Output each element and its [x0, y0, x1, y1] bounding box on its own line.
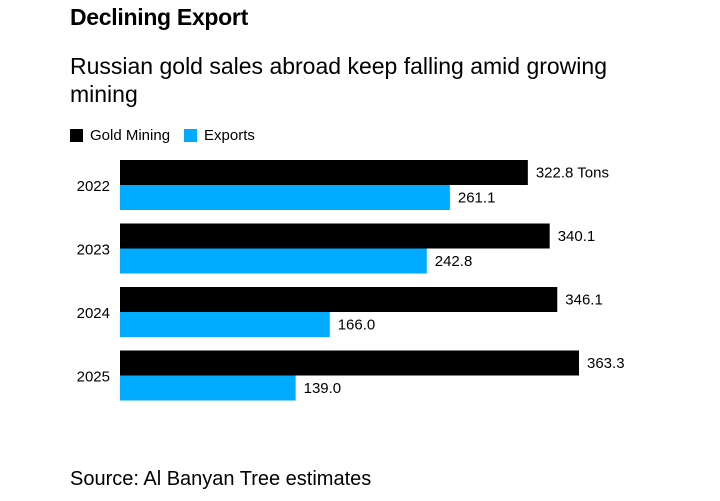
legend-label-gold-mining: Gold Mining: [90, 127, 171, 144]
bar-gold-mining-2025: [120, 350, 579, 376]
legend-label-exports: Exports: [204, 127, 255, 144]
legend-swatch-gold-mining: [70, 129, 83, 142]
bar-exports-2023: [120, 248, 427, 274]
category-label-2024: 2024: [77, 305, 110, 322]
data-label-gold-mining-2025: 363.3: [587, 355, 625, 372]
category-label-2022: 2022: [77, 178, 110, 195]
source-note: Source: Al Banyan Tree estimates: [70, 468, 372, 490]
chart-title: Declining Export: [70, 4, 248, 30]
data-label-gold-mining-2022: 322.8 Tons: [536, 165, 609, 182]
data-label-exports-2023: 242.8: [435, 253, 473, 270]
legend-swatch-exports: [184, 129, 198, 142]
data-label-gold-mining-2024: 346.1: [565, 292, 603, 309]
category-label-2025: 2025: [77, 369, 110, 386]
data-label-exports-2022: 261.1: [458, 190, 496, 207]
data-label-exports-2024: 166.0: [338, 317, 376, 334]
bar-gold-mining-2023: [120, 223, 550, 249]
bar-exports-2025: [120, 375, 296, 401]
bar-gold-mining-2022: [120, 160, 528, 185]
chart-subtitle: Russian gold sales abroad keep falling a…: [70, 53, 607, 107]
legend-item-gold-mining: Gold Mining: [70, 127, 170, 144]
data-label-gold-mining-2023: 340.1: [558, 228, 596, 245]
bar-exports-2024: [120, 312, 330, 337]
legend-item-exports: Exports: [184, 127, 255, 144]
bar-exports-2022: [120, 185, 450, 210]
data-label-exports-2025: 139.0: [304, 380, 342, 397]
legend: Gold Mining Exports: [70, 127, 269, 144]
bar-gold-mining-2024: [120, 287, 558, 312]
category-label-2023: 2023: [77, 242, 110, 259]
